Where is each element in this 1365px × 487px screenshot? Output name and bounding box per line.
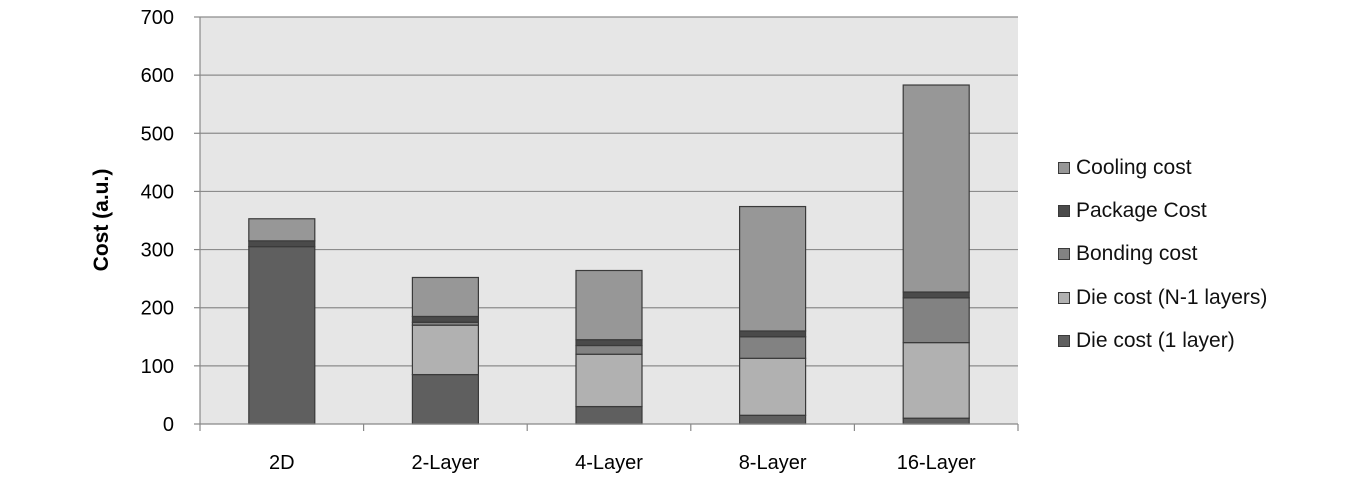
x-tick-label: 4-Layer	[575, 452, 643, 474]
bar-segment	[902, 417, 970, 425]
legend-item: Bonding cost	[1058, 233, 1267, 276]
y-tick-label: 100	[141, 356, 174, 378]
legend-label: Bonding cost	[1076, 242, 1198, 266]
bar-segment	[575, 353, 643, 408]
bar-segment	[411, 276, 479, 318]
legend: Cooling cost Package Cost Bonding cost Die …	[1058, 146, 1267, 363]
bar-segment	[411, 324, 479, 376]
bar-segment	[411, 315, 479, 323]
legend-swatch	[1058, 248, 1070, 261]
legend-item: Die cost (1 layer)	[1058, 320, 1267, 363]
legend-swatch	[1058, 205, 1070, 218]
bar-segment	[575, 344, 643, 355]
bar-segment	[738, 357, 807, 416]
x-tick-label: 8-Layer	[739, 452, 807, 474]
x-tick-label: 2-Layer	[411, 452, 479, 474]
bar-segment	[248, 240, 316, 248]
legend-label: Die cost (N-1 layers)	[1076, 285, 1268, 309]
y-tick-label: 700	[141, 7, 174, 29]
y-axis-label: Cost (a.u.)	[90, 169, 113, 272]
legend-swatch	[1058, 291, 1070, 304]
bar-segment	[411, 373, 479, 425]
legend-label: Cooling cost	[1076, 155, 1192, 179]
bar-segment	[738, 414, 807, 425]
y-tick-label: 400	[141, 181, 174, 203]
x-tick-label: 16-Layer	[897, 452, 976, 474]
bar-segment	[902, 291, 970, 299]
bar-segment	[575, 405, 643, 425]
x-tick-label: 2D	[269, 452, 295, 474]
legend-label: Package Cost	[1076, 199, 1207, 223]
y-tick-label: 200	[141, 298, 174, 320]
y-tick-label: 500	[141, 123, 174, 145]
bar-segment	[738, 336, 807, 359]
legend-label: Die cost (1 layer)	[1076, 329, 1235, 353]
y-tick-label: 0	[163, 414, 174, 436]
bar-segment	[575, 269, 643, 341]
y-tick-label: 600	[141, 65, 174, 87]
bar-segment	[902, 297, 970, 344]
bar-segment	[738, 330, 807, 338]
bar-segment	[902, 84, 970, 293]
legend-item: Die cost (N-1 layers)	[1058, 276, 1267, 319]
bar-segment	[575, 339, 643, 347]
legend-swatch	[1058, 161, 1070, 174]
legend-item: Package Cost	[1058, 189, 1267, 232]
bar-segment	[248, 246, 316, 425]
bar-segment	[902, 342, 970, 419]
y-tick-label: 300	[141, 240, 174, 262]
bar-segment	[738, 205, 807, 332]
bar-segment	[248, 218, 316, 242]
legend-item: Cooling cost	[1058, 146, 1267, 189]
legend-swatch	[1058, 335, 1070, 348]
